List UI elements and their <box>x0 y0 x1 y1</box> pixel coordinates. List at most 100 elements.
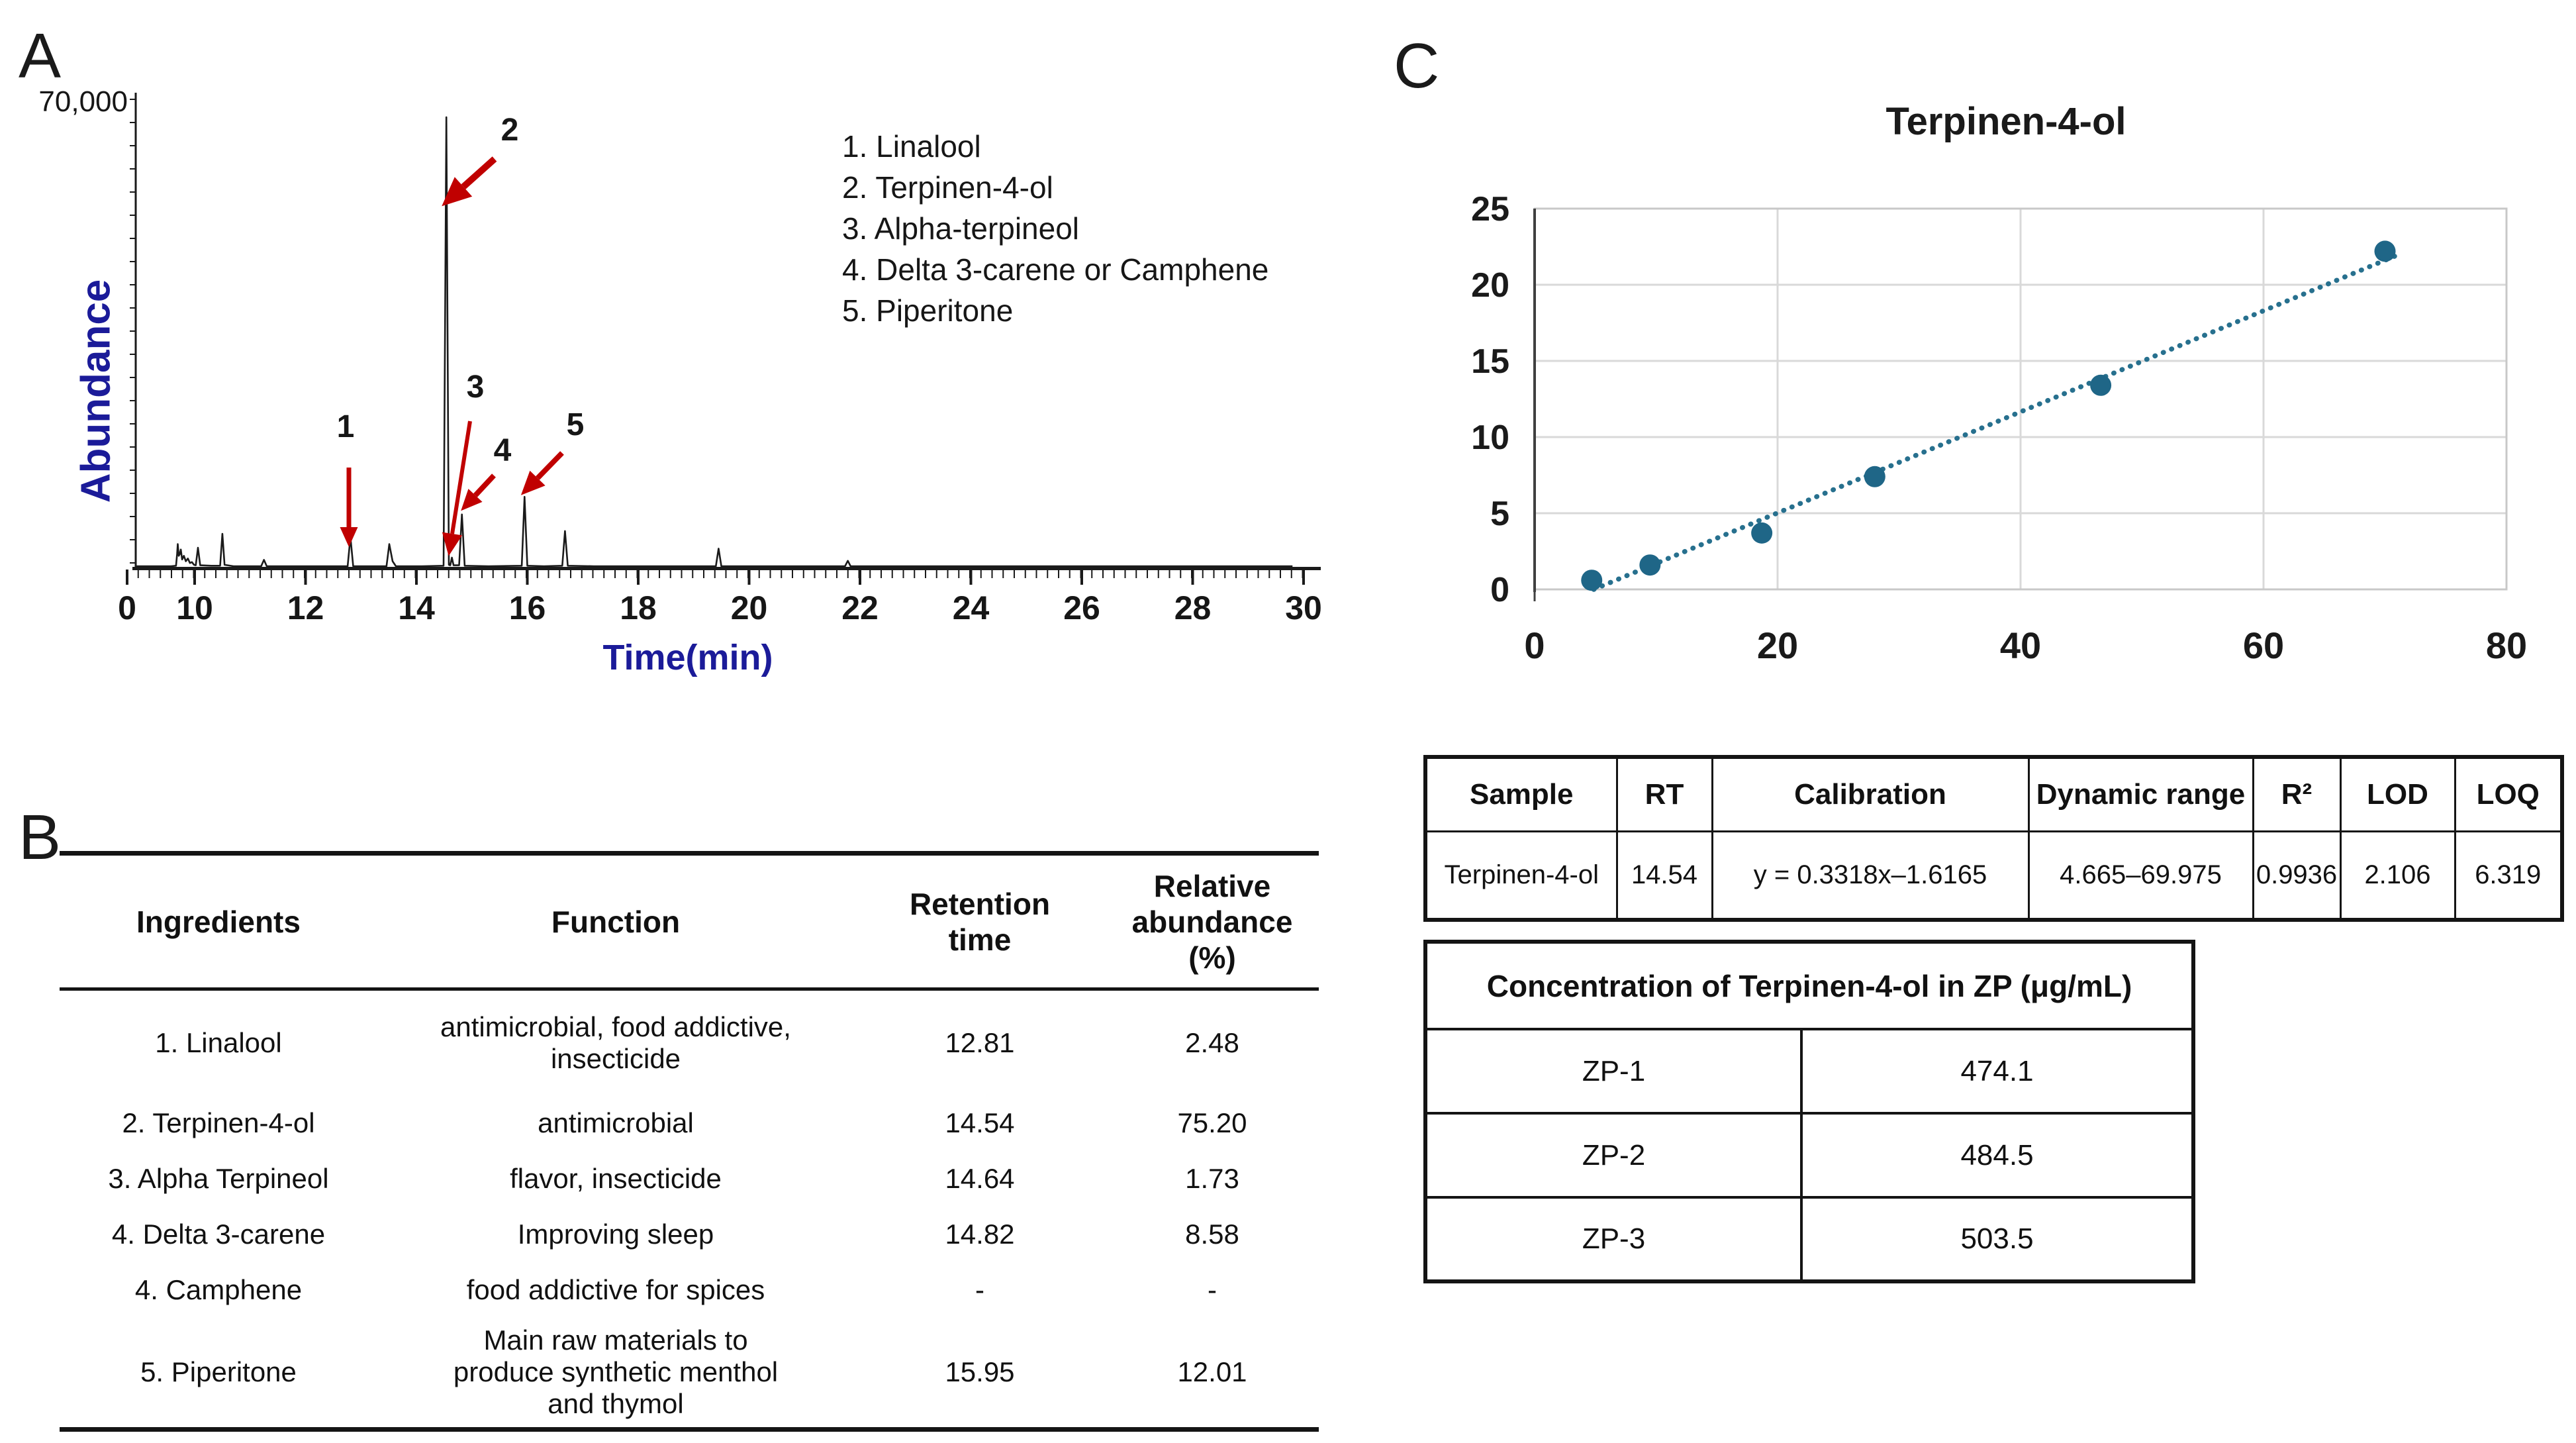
cell-ingredient: 3. Alpha Terpineol <box>108 1162 329 1194</box>
table-row: 1. Linalool antimicrobial, food addictiv… <box>60 989 1319 1095</box>
col-header-loq: LOQ <box>2454 756 2563 832</box>
table-row: Terpinen-4-ol 14.54 y = 0.3318x–1.6165 4… <box>1424 830 2563 921</box>
peak-arrow-head <box>340 527 358 547</box>
chromatogram-trace <box>136 116 1293 568</box>
cell-retention-time: 15.95 <box>945 1356 1015 1388</box>
peak-arrow-head <box>520 470 546 495</box>
legend-item: 5. Piperitone <box>842 293 1014 328</box>
cell-relative-abundance: - <box>1208 1273 1217 1305</box>
cell-relative-abundance: 2.48 <box>1185 1026 1239 1058</box>
legend-item: 2. Terpinen-4-ol <box>842 170 1053 205</box>
chromatogram-x-axis-title: Time(min) <box>602 638 773 677</box>
cell-calibration-equation: y = 0.3318x–1.6165 <box>1711 830 2030 921</box>
panel-b-letter: B <box>19 802 62 873</box>
x-axis-tick-label: 20 <box>731 589 768 626</box>
cell-ingredient: 4. Delta 3-carene <box>111 1218 326 1250</box>
cell-concentration: 503.5 <box>1799 1196 2195 1283</box>
x-axis-tick-label: 24 <box>953 589 990 626</box>
cell-sample-id: ZP-1 <box>1424 1028 1803 1115</box>
table-row: ZP-3 503.5 <box>1424 1196 2195 1283</box>
cell-relative-abundance: 8.58 <box>1185 1218 1239 1250</box>
cell-ingredient: 1. Linalool <box>155 1026 282 1058</box>
cell-rt: 14.54 <box>1615 830 1713 921</box>
calibration-chart: 0 5 10 15 20 25 0 20 40 60 80 <box>1471 190 2527 666</box>
x-axis-tick-label: 0 <box>118 589 136 626</box>
concentration-table-title-row: Concentration of Terpinen-4-ol in ZP (μg… <box>1423 940 2195 1030</box>
data-point <box>1751 522 1773 544</box>
cell-retention-time: 14.82 <box>945 1218 1015 1250</box>
y-axis-tick-label: 15 <box>1471 342 1509 381</box>
col-header-r-squared: R² <box>2252 756 2342 832</box>
y-axis-tick-label: 20 <box>1471 266 1509 305</box>
ingredients-table: Ingredients Function Retention time Rela… <box>60 851 1319 1432</box>
col-header-function: Function <box>551 904 681 939</box>
peak-arrow-head <box>461 489 483 511</box>
peak-number-label: 1 <box>337 409 355 444</box>
col-header-relative-abundance: Relative abundance (%) <box>1131 868 1293 975</box>
col-header-sample: Sample <box>1424 756 1618 832</box>
x-axis-tick-label: 14 <box>398 589 435 626</box>
cell-function: Improving sleep <box>517 1218 714 1250</box>
y-axis-tick-label: 5 <box>1490 495 1509 533</box>
x-axis-tick-label: 20 <box>1757 624 1798 666</box>
table-row: 4. Delta 3-carene Improving sleep 14.82 … <box>60 1207 1319 1262</box>
cell-retention-time: - <box>975 1273 984 1305</box>
ingredients-table-header: Ingredients Function Retention time Rela… <box>60 854 1319 989</box>
y-axis-tick-label: 10 <box>1471 419 1509 457</box>
x-axis-tick-label: 10 <box>176 589 213 626</box>
peak-arrow-line <box>473 473 496 497</box>
cell-retention-time: 14.54 <box>945 1107 1015 1138</box>
cell-dynamic-range: 4.665–69.975 <box>2027 830 2254 921</box>
data-point <box>1581 570 1603 591</box>
table-row: ZP-1 474.1 <box>1424 1028 2195 1115</box>
chromatogram-y-axis-title: Abundance <box>73 279 119 503</box>
calibration-table-header: Sample RT Calibration Dynamic range R² L… <box>1424 756 2563 832</box>
cell-sample: Terpinen-4-ol <box>1424 830 1618 921</box>
cell-function: flavor, insecticide <box>510 1162 722 1194</box>
cell-r-squared: 0.9936 <box>2252 830 2342 921</box>
peak-arrow-head <box>442 177 473 207</box>
cell-function: Main raw materials to produce synthetic … <box>453 1324 779 1420</box>
x-axis-tick-label: 28 <box>1174 589 1212 626</box>
x-axis-tick-label: 0 <box>1524 624 1545 666</box>
cell-ingredient: 5. Piperitone <box>140 1356 297 1388</box>
table-row: 5. Piperitone Main raw materials to prod… <box>60 1318 1319 1430</box>
col-header-lod: LOD <box>2339 756 2456 832</box>
table-row: 2. Terpinen-4-ol antimicrobial 14.54 75.… <box>60 1095 1319 1151</box>
peak-arrow-head <box>442 532 463 556</box>
x-axis-tick-label: 60 <box>2243 624 2284 666</box>
cell-ingredient: 2. Terpinen-4-ol <box>122 1107 315 1138</box>
cell-retention-time: 14.64 <box>945 1162 1015 1194</box>
x-axis-tick-label: 22 <box>841 589 879 626</box>
table-row: ZP-2 484.5 <box>1424 1112 2195 1199</box>
cell-concentration: 474.1 <box>1799 1028 2195 1115</box>
calibration-stats-table: Sample RT Calibration Dynamic range R² L… <box>1423 755 2564 922</box>
col-header-retention-time: Retention time <box>909 886 1051 957</box>
cell-retention-time: 12.81 <box>945 1026 1015 1058</box>
y-axis-tick-label: 25 <box>1471 190 1509 228</box>
concentration-table: Concentration of Terpinen-4-ol in ZP (μg… <box>1423 940 2196 1283</box>
legend-item: 1. Linalool <box>842 129 981 164</box>
x-axis-tick-label: 30 <box>1285 589 1322 626</box>
data-point <box>2374 240 2396 262</box>
col-header-calibration: Calibration <box>1711 756 2030 832</box>
cell-function: antimicrobial, food addictive, insectici… <box>440 1011 791 1074</box>
peak-arrow-line <box>450 421 472 534</box>
x-axis-tick-label: 18 <box>620 589 657 626</box>
data-point <box>2090 374 2112 396</box>
trendline-dotted <box>1591 252 2400 592</box>
peak-arrow-line <box>536 451 564 480</box>
cell-relative-abundance: 75.20 <box>1177 1107 1247 1138</box>
col-header-dynamic-range: Dynamic range <box>2027 756 2254 832</box>
table-row: 4. Camphene food addictive for spices - … <box>60 1262 1319 1318</box>
cell-function: food addictive for spices <box>466 1273 765 1305</box>
x-axis-tick-label: 80 <box>2486 624 2527 666</box>
chromatogram-legend: 1. Linalool 2. Terpinen-4-ol 3. Alpha-te… <box>842 126 1268 331</box>
cell-sample-id: ZP-2 <box>1424 1112 1803 1199</box>
peak-number-label: 2 <box>501 113 519 148</box>
panel-c-letter: C <box>1394 30 1440 101</box>
cell-loq: 6.319 <box>2454 830 2563 921</box>
col-header-ingredients: Ingredients <box>136 904 301 939</box>
data-point <box>1639 554 1661 576</box>
